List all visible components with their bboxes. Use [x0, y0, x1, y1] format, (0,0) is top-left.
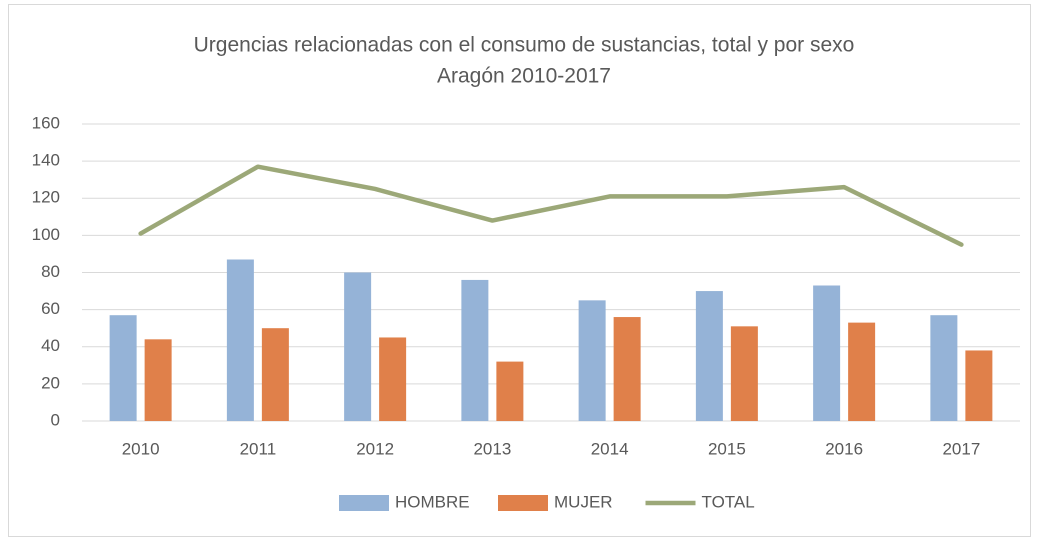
bar [730, 326, 758, 421]
bar [344, 272, 372, 421]
y-tick-label: 120 [32, 188, 60, 207]
legend-label: HOMBRE [395, 492, 470, 511]
x-tick-label: 2017 [942, 439, 980, 458]
legend-label: MUJER [554, 492, 613, 511]
chart-border [8, 4, 1031, 537]
chart-title: Urgencias relacionadas con el consumo de… [194, 34, 855, 57]
bar [930, 315, 958, 421]
bar [109, 315, 137, 421]
bar [461, 279, 489, 421]
x-tick-label: 2016 [825, 439, 863, 458]
y-tick-label: 20 [41, 373, 60, 392]
bar [496, 361, 524, 421]
y-tick-label: 160 [32, 113, 60, 132]
bar [695, 291, 723, 421]
legend-label: TOTAL [702, 492, 755, 511]
x-tick-label: 2010 [122, 439, 160, 458]
bar [578, 300, 606, 421]
bar [261, 328, 289, 421]
y-tick-label: 40 [41, 336, 60, 355]
bar [813, 285, 841, 421]
bar [226, 259, 254, 421]
x-tick-label: 2014 [591, 439, 629, 458]
y-tick-label: 100 [32, 225, 60, 244]
bar [144, 339, 172, 421]
x-tick-label: 2015 [708, 439, 746, 458]
bar [613, 317, 641, 421]
chart-subtitle: Aragón 2010-2017 [437, 65, 611, 88]
line [138, 164, 964, 247]
x-tick-label: 2013 [473, 439, 511, 458]
y-tick-label: 140 [32, 151, 60, 170]
x-tick-label: 2012 [356, 439, 394, 458]
bar [965, 350, 993, 421]
bar [379, 337, 407, 421]
legend-swatch [498, 495, 548, 511]
y-tick-label: 60 [41, 299, 60, 318]
y-tick-label: 80 [41, 262, 60, 281]
x-tick-label: 2011 [240, 439, 277, 458]
legend-swatch [339, 495, 389, 511]
y-tick-label: 0 [51, 410, 60, 429]
bar [848, 322, 876, 421]
